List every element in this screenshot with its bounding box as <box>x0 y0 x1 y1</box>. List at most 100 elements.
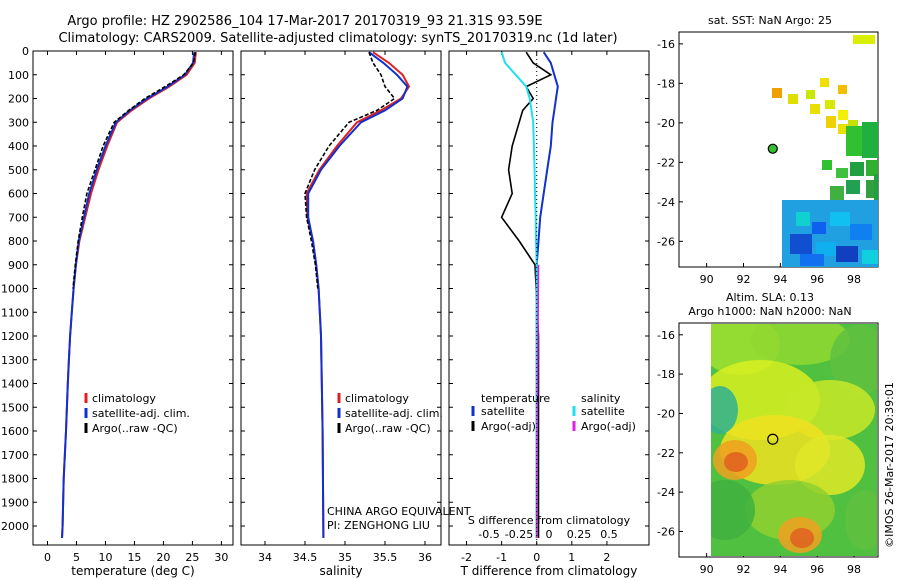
x-tick-label: -2 <box>461 551 472 564</box>
x-tick-label: 35.5 <box>373 551 398 564</box>
y-tick-label: -16 <box>657 38 675 51</box>
series-line <box>72 52 197 289</box>
y-tick-label: -18 <box>657 368 675 381</box>
t-difference-label: T difference from climatology <box>460 564 638 578</box>
y-tick-label: 1600 <box>1 425 29 438</box>
y-tick-label: -18 <box>657 77 675 90</box>
sst-cell <box>850 224 872 240</box>
y-tick-label: 1800 <box>1 473 29 486</box>
sla-blob <box>724 452 748 472</box>
x-tick-label: 92 <box>736 563 750 576</box>
x-tick-label: 94 <box>773 273 787 286</box>
y-tick-label: -26 <box>657 525 675 538</box>
temperature-plot: 0100200300400500600700800900100011001200… <box>1 45 233 564</box>
sst-cell <box>862 250 878 264</box>
y-tick-label: 900 <box>8 259 29 272</box>
x-tick-label: 90 <box>700 563 714 576</box>
sst-map-title: sat. SST: NaN Argo: 25 <box>708 14 832 27</box>
legend-climatology: climatology <box>345 392 409 405</box>
sla-blob <box>830 325 877 395</box>
y-tick-label: 800 <box>8 235 29 248</box>
y-tick-label: 1900 <box>1 496 29 509</box>
x-tick-label: 34.5 <box>293 551 318 564</box>
sst-cell <box>838 110 848 120</box>
sst-cell <box>846 126 866 156</box>
sst-cell <box>830 212 850 226</box>
series-line <box>307 51 409 538</box>
legend-t-argo: Argo(-adj) <box>481 420 536 433</box>
y-tick-label: 500 <box>8 164 29 177</box>
top-tick-label: 0.5 <box>600 528 618 541</box>
pi-label: PI: ZENGHONG LIU <box>327 519 430 532</box>
sla-blob <box>711 480 755 540</box>
y-tick-label: 1400 <box>1 378 29 391</box>
top-tick-label: 0.25 <box>567 528 592 541</box>
s-difference-label: S difference from climatology <box>468 514 631 527</box>
y-tick-label: 400 <box>8 140 29 153</box>
sst-cell <box>850 162 864 176</box>
y-tick-label: -20 <box>657 407 675 420</box>
argo-position-marker <box>767 433 779 445</box>
sst-cell <box>788 94 798 104</box>
sla-blob <box>845 490 877 550</box>
x-tick-label: 25 <box>185 551 199 564</box>
sla-blob <box>790 528 814 548</box>
x-tick-label: 34 <box>258 551 272 564</box>
x-tick-label: 98 <box>847 563 861 576</box>
sla-blob <box>750 324 850 365</box>
x-tick-label: 96 <box>810 563 824 576</box>
legend-temperature-title: temperature <box>481 392 550 405</box>
y-tick-label: 1000 <box>1 283 29 296</box>
sst-cell <box>800 254 824 266</box>
sst-cell <box>830 186 844 200</box>
altimetry-title-line2: Argo h1000: NaN h2000: NaN <box>688 305 851 318</box>
x-tick-label: 5 <box>73 551 80 564</box>
y-tick-label: 600 <box>8 188 29 201</box>
y-tick-label: 200 <box>8 93 29 106</box>
series-line <box>304 51 396 289</box>
figure-title-line2: Climatology: CARS2009. Satellite-adjuste… <box>58 31 617 46</box>
x-tick-label: -1 <box>496 551 507 564</box>
salinity-axes <box>240 50 442 546</box>
sst-cell <box>846 180 860 194</box>
temperature-axes <box>32 50 234 546</box>
legend-satellite-adj: satellite-adj. clim. <box>92 407 190 420</box>
legend-s-satellite: satellite <box>581 405 625 418</box>
y-tick-label: -20 <box>657 117 675 130</box>
legend-climatology: climatology <box>92 392 156 405</box>
institution-label: CHINA ARGO EQUIVALENT <box>327 505 471 518</box>
y-tick-label: 2000 <box>1 520 29 533</box>
y-tick-label: 0 <box>22 45 29 58</box>
legend-argo: Argo(..raw -QC) <box>345 422 431 435</box>
x-tick-label: 92 <box>736 273 750 286</box>
y-tick-label: 100 <box>8 69 29 82</box>
y-tick-label: -22 <box>657 156 675 169</box>
y-tick-label: 1700 <box>1 449 29 462</box>
imos-stamp: ©IMOS 26-Mar-2017 20:39:01 <box>883 382 896 548</box>
series-line <box>535 264 540 538</box>
x-tick-label: 0 <box>533 551 540 564</box>
sst-cell <box>836 246 858 262</box>
sla-blob <box>711 386 738 434</box>
figure-title-line1: Argo profile: HZ 2902586_104 17-Mar-2017… <box>67 14 542 29</box>
x-tick-label: 2 <box>603 551 610 564</box>
y-tick-label: 1300 <box>1 354 29 367</box>
altimetry-map: 90 92 94 96 98 -16 -18 -20 -22 -24 -26 <box>657 324 877 576</box>
sst-cell <box>826 116 836 128</box>
x-tick-label: 15 <box>127 551 141 564</box>
temperature-xlabel: temperature (deg C) <box>71 564 194 578</box>
y-tick-label: -22 <box>657 447 675 460</box>
top-tick-label: -0.25 <box>505 528 533 541</box>
x-tick-label: 90 <box>700 273 714 286</box>
x-tick-label: 36 <box>418 551 432 564</box>
sla-field <box>711 324 877 556</box>
y-tick-label: 1100 <box>1 306 29 319</box>
sst-cell <box>838 85 847 94</box>
sst-cell <box>853 35 875 44</box>
x-tick-label: 94 <box>773 563 787 576</box>
x-tick-label: 96 <box>810 273 824 286</box>
series-line <box>535 51 559 538</box>
salinity-xlabel: salinity <box>319 564 362 578</box>
legend-satellite-adj: satellite-adj. clim. <box>345 407 443 420</box>
